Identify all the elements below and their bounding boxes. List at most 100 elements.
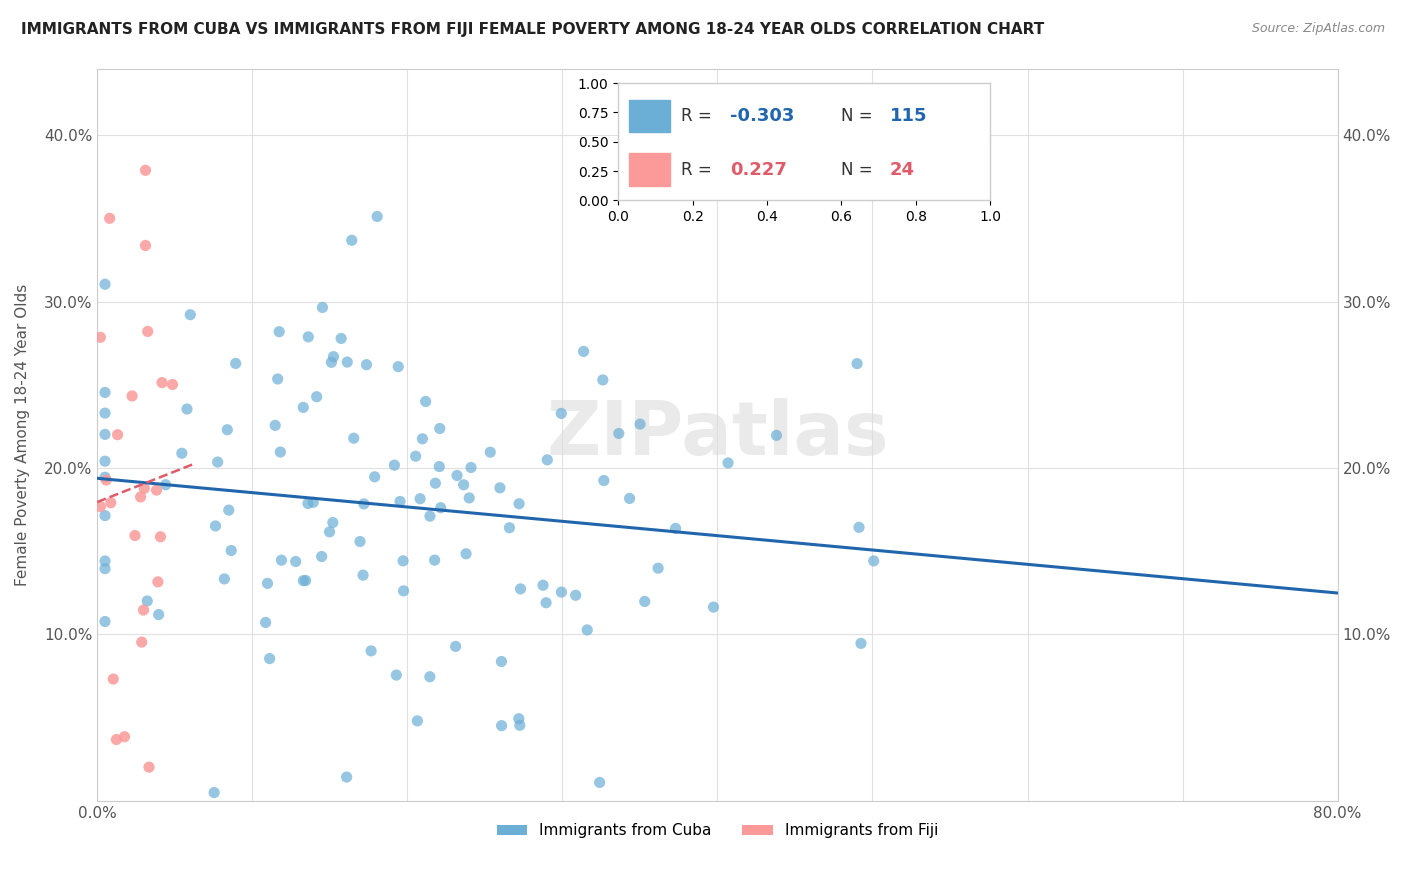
Point (311, 549, 333, 564)
Point (218, 503, 240, 517)
Point (336, 355, 359, 369)
Point (509, 718, 531, 732)
Point (134, 238, 156, 252)
Point (384, 458, 406, 472)
Point (269, 445, 291, 459)
Point (392, 554, 415, 568)
Point (259, 651, 281, 665)
Point (94, 615, 117, 629)
Point (647, 561, 669, 575)
Point (349, 534, 371, 549)
Point (94, 508, 117, 523)
Point (131, 635, 153, 649)
Point (846, 357, 869, 371)
Point (534, 596, 557, 610)
Point (256, 576, 278, 591)
Point (267, 372, 290, 386)
Point (322, 350, 344, 364)
Point (508, 497, 530, 511)
Point (94, 406, 117, 420)
Point (89, 330, 111, 344)
Point (297, 496, 319, 510)
Point (848, 520, 870, 534)
Point (429, 500, 451, 515)
Point (634, 594, 657, 608)
Point (444, 640, 467, 654)
Point (204, 519, 226, 533)
Point (340, 233, 363, 247)
Point (149, 530, 172, 544)
Point (94, 562, 117, 576)
Point (136, 594, 159, 608)
Point (94, 385, 117, 400)
Point (214, 572, 236, 586)
Point (129, 490, 152, 504)
Point (107, 427, 129, 442)
Point (576, 623, 599, 637)
Point (294, 574, 316, 588)
Point (453, 477, 475, 491)
Point (592, 474, 614, 488)
Point (536, 453, 558, 467)
Text: Source: ZipAtlas.com: Source: ZipAtlas.com (1251, 22, 1385, 36)
Point (423, 553, 446, 567)
Point (508, 712, 530, 726)
Point (124, 528, 146, 542)
Point (121, 389, 143, 403)
Y-axis label: Female Poverty Among 18-24 Year Olds: Female Poverty Among 18-24 Year Olds (15, 284, 30, 586)
Point (146, 574, 169, 589)
Point (446, 468, 468, 483)
Point (458, 491, 481, 505)
Point (94, 454, 117, 468)
Point (179, 308, 201, 322)
Point (100, 496, 122, 510)
Text: IMMIGRANTS FROM CUBA VS IMMIGRANTS FROM FIJI FEMALE POVERTY AMONG 18-24 YEAR OLD: IMMIGRANTS FROM CUBA VS IMMIGRANTS FROM … (21, 22, 1045, 37)
Point (284, 554, 307, 568)
Legend: Immigrants from Cuba, Immigrants from Fiji: Immigrants from Cuba, Immigrants from Fi… (491, 817, 945, 845)
Point (489, 481, 512, 495)
Point (572, 344, 595, 359)
Point (145, 483, 167, 497)
Point (305, 390, 328, 404)
Point (491, 655, 513, 669)
Point (352, 568, 374, 582)
Point (588, 775, 610, 789)
Point (264, 418, 287, 433)
Point (269, 325, 291, 339)
Point (114, 730, 136, 744)
Point (592, 373, 614, 387)
Point (89, 500, 111, 514)
Point (366, 210, 388, 224)
Point (717, 456, 740, 470)
Point (318, 524, 340, 539)
Point (419, 509, 441, 524)
Point (292, 401, 315, 415)
Point (427, 459, 450, 474)
Point (270, 553, 292, 567)
Point (498, 521, 520, 535)
Point (415, 394, 437, 409)
Point (343, 431, 366, 445)
Point (628, 417, 651, 431)
Point (225, 356, 247, 370)
Point (96, 473, 118, 487)
Point (765, 428, 787, 442)
Text: ZIPatlas: ZIPatlas (546, 398, 889, 471)
Point (387, 359, 409, 374)
Point (550, 406, 572, 420)
Point (862, 554, 884, 568)
Point (336, 770, 359, 784)
Point (150, 376, 173, 390)
Point (360, 644, 382, 658)
Point (94, 554, 117, 568)
Point (353, 497, 375, 511)
Point (411, 432, 433, 446)
Point (619, 491, 641, 506)
Point (460, 460, 482, 475)
Point (311, 301, 333, 315)
Point (202, 786, 225, 800)
Point (849, 636, 872, 650)
Point (564, 588, 586, 602)
Point (479, 445, 502, 459)
Point (454, 547, 477, 561)
